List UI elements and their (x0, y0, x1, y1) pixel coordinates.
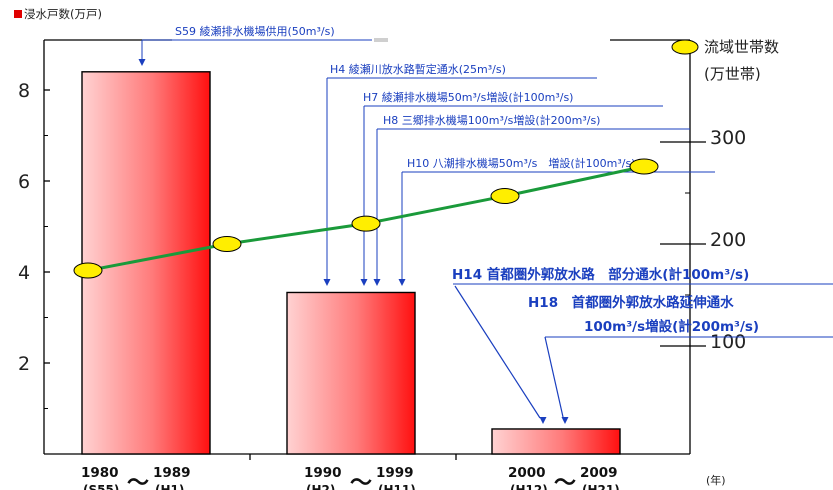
x-label-start-year: 2000 (508, 465, 546, 481)
title-square-marker (14, 10, 22, 18)
y2-tick-label: 200 (710, 229, 746, 251)
annotations: S59 綾瀬排水機場供用(50m³/s) H4 綾瀬川放水路暫定通水(25m³/s… (138, 24, 833, 424)
annotation-text-1: S59 綾瀬排水機場供用(50m³/s) (175, 24, 335, 38)
chart-title: 浸水戸数(万戸) (24, 7, 102, 21)
x-label-start-era: (H2) (306, 483, 335, 490)
top-border-gap (374, 38, 388, 42)
annotation-arrowhead-6 (539, 417, 547, 424)
y-tick-label: 2 (18, 353, 30, 375)
annotation-text-3: H7 綾瀬排水機場50m³/s増設(計100m³/s) (363, 90, 573, 104)
annotation-text-7b: 100m³/s増設(計200m³/s) (584, 318, 759, 335)
y2-tick-label: 300 (710, 127, 746, 149)
households-marker-4 (490, 188, 520, 205)
legend-marker-icon (671, 39, 699, 55)
legend-unit: (万世帯) (704, 65, 761, 83)
households-marker-1 (73, 262, 103, 279)
annotation-text-6: H14 首都圏外郭放水路 部分通水(計100m³/s) (452, 266, 749, 283)
y-tick-label: 8 (18, 80, 30, 102)
bar-3 (491, 428, 621, 455)
x-label-end-era: (H1) (155, 483, 184, 490)
x-label-start-era: (S55) (83, 483, 119, 490)
annotation-text-2: H4 綾瀬川放水路暫定通水(25m³/s) (330, 62, 506, 76)
bar-1 (81, 71, 211, 455)
annotation-arrowhead-5 (398, 279, 406, 286)
x-label-end-era: (H21) (582, 483, 620, 490)
x-label-end-year: 1999 (376, 465, 414, 481)
households-line (73, 158, 659, 279)
x-label-start-year: 1990 (304, 465, 342, 481)
annotation-arrowhead-1 (138, 59, 146, 66)
annotation-arrow-6 (454, 285, 541, 419)
x-label-end-year: 1989 (153, 465, 191, 481)
households-marker-5 (629, 158, 659, 175)
annotation-text-7a: H18 首都圏外郭放水路延伸通水 (528, 294, 734, 311)
annotation-arrow-7 (544, 336, 564, 418)
households-marker-3 (351, 215, 381, 232)
x-label-start-era: (H12) (510, 483, 548, 490)
legend-label: 流域世帯数 (704, 38, 779, 56)
x-label-start-year: 1980 (81, 465, 119, 481)
annotation-arrowhead-2 (323, 279, 331, 286)
households-marker-2 (212, 236, 242, 252)
annotation-arrowhead-3 (360, 279, 368, 286)
x-label-end-era: (H11) (378, 483, 416, 490)
y-ticks: 2 4 6 8 (18, 80, 50, 409)
bars (81, 71, 621, 455)
x-labels: 1980 1989〜(S55) (H1)1990 1999〜(H2) (H11)2000… (81, 465, 620, 490)
x-label-end-year: 2009 (580, 465, 618, 481)
annotation-arrowhead-7 (561, 417, 569, 424)
annotation-text-4: H8 三郷排水機場100m³/s増設(計200m³/s) (383, 113, 600, 127)
x-label-tilde: 〜 (554, 471, 576, 490)
x-label-tilde: 〜 (127, 471, 149, 490)
x-axis-unit: (年) (706, 473, 726, 487)
y-tick-label: 4 (18, 262, 30, 284)
y-tick-label: 6 (18, 171, 30, 193)
x-label-tilde: 〜 (350, 471, 372, 490)
annotation-arrowhead-4 (373, 279, 381, 286)
annotation-text-5: H10 八潮排水機場50m³/s 増設(計100m³/s) (407, 156, 635, 170)
bar-2 (286, 291, 416, 455)
